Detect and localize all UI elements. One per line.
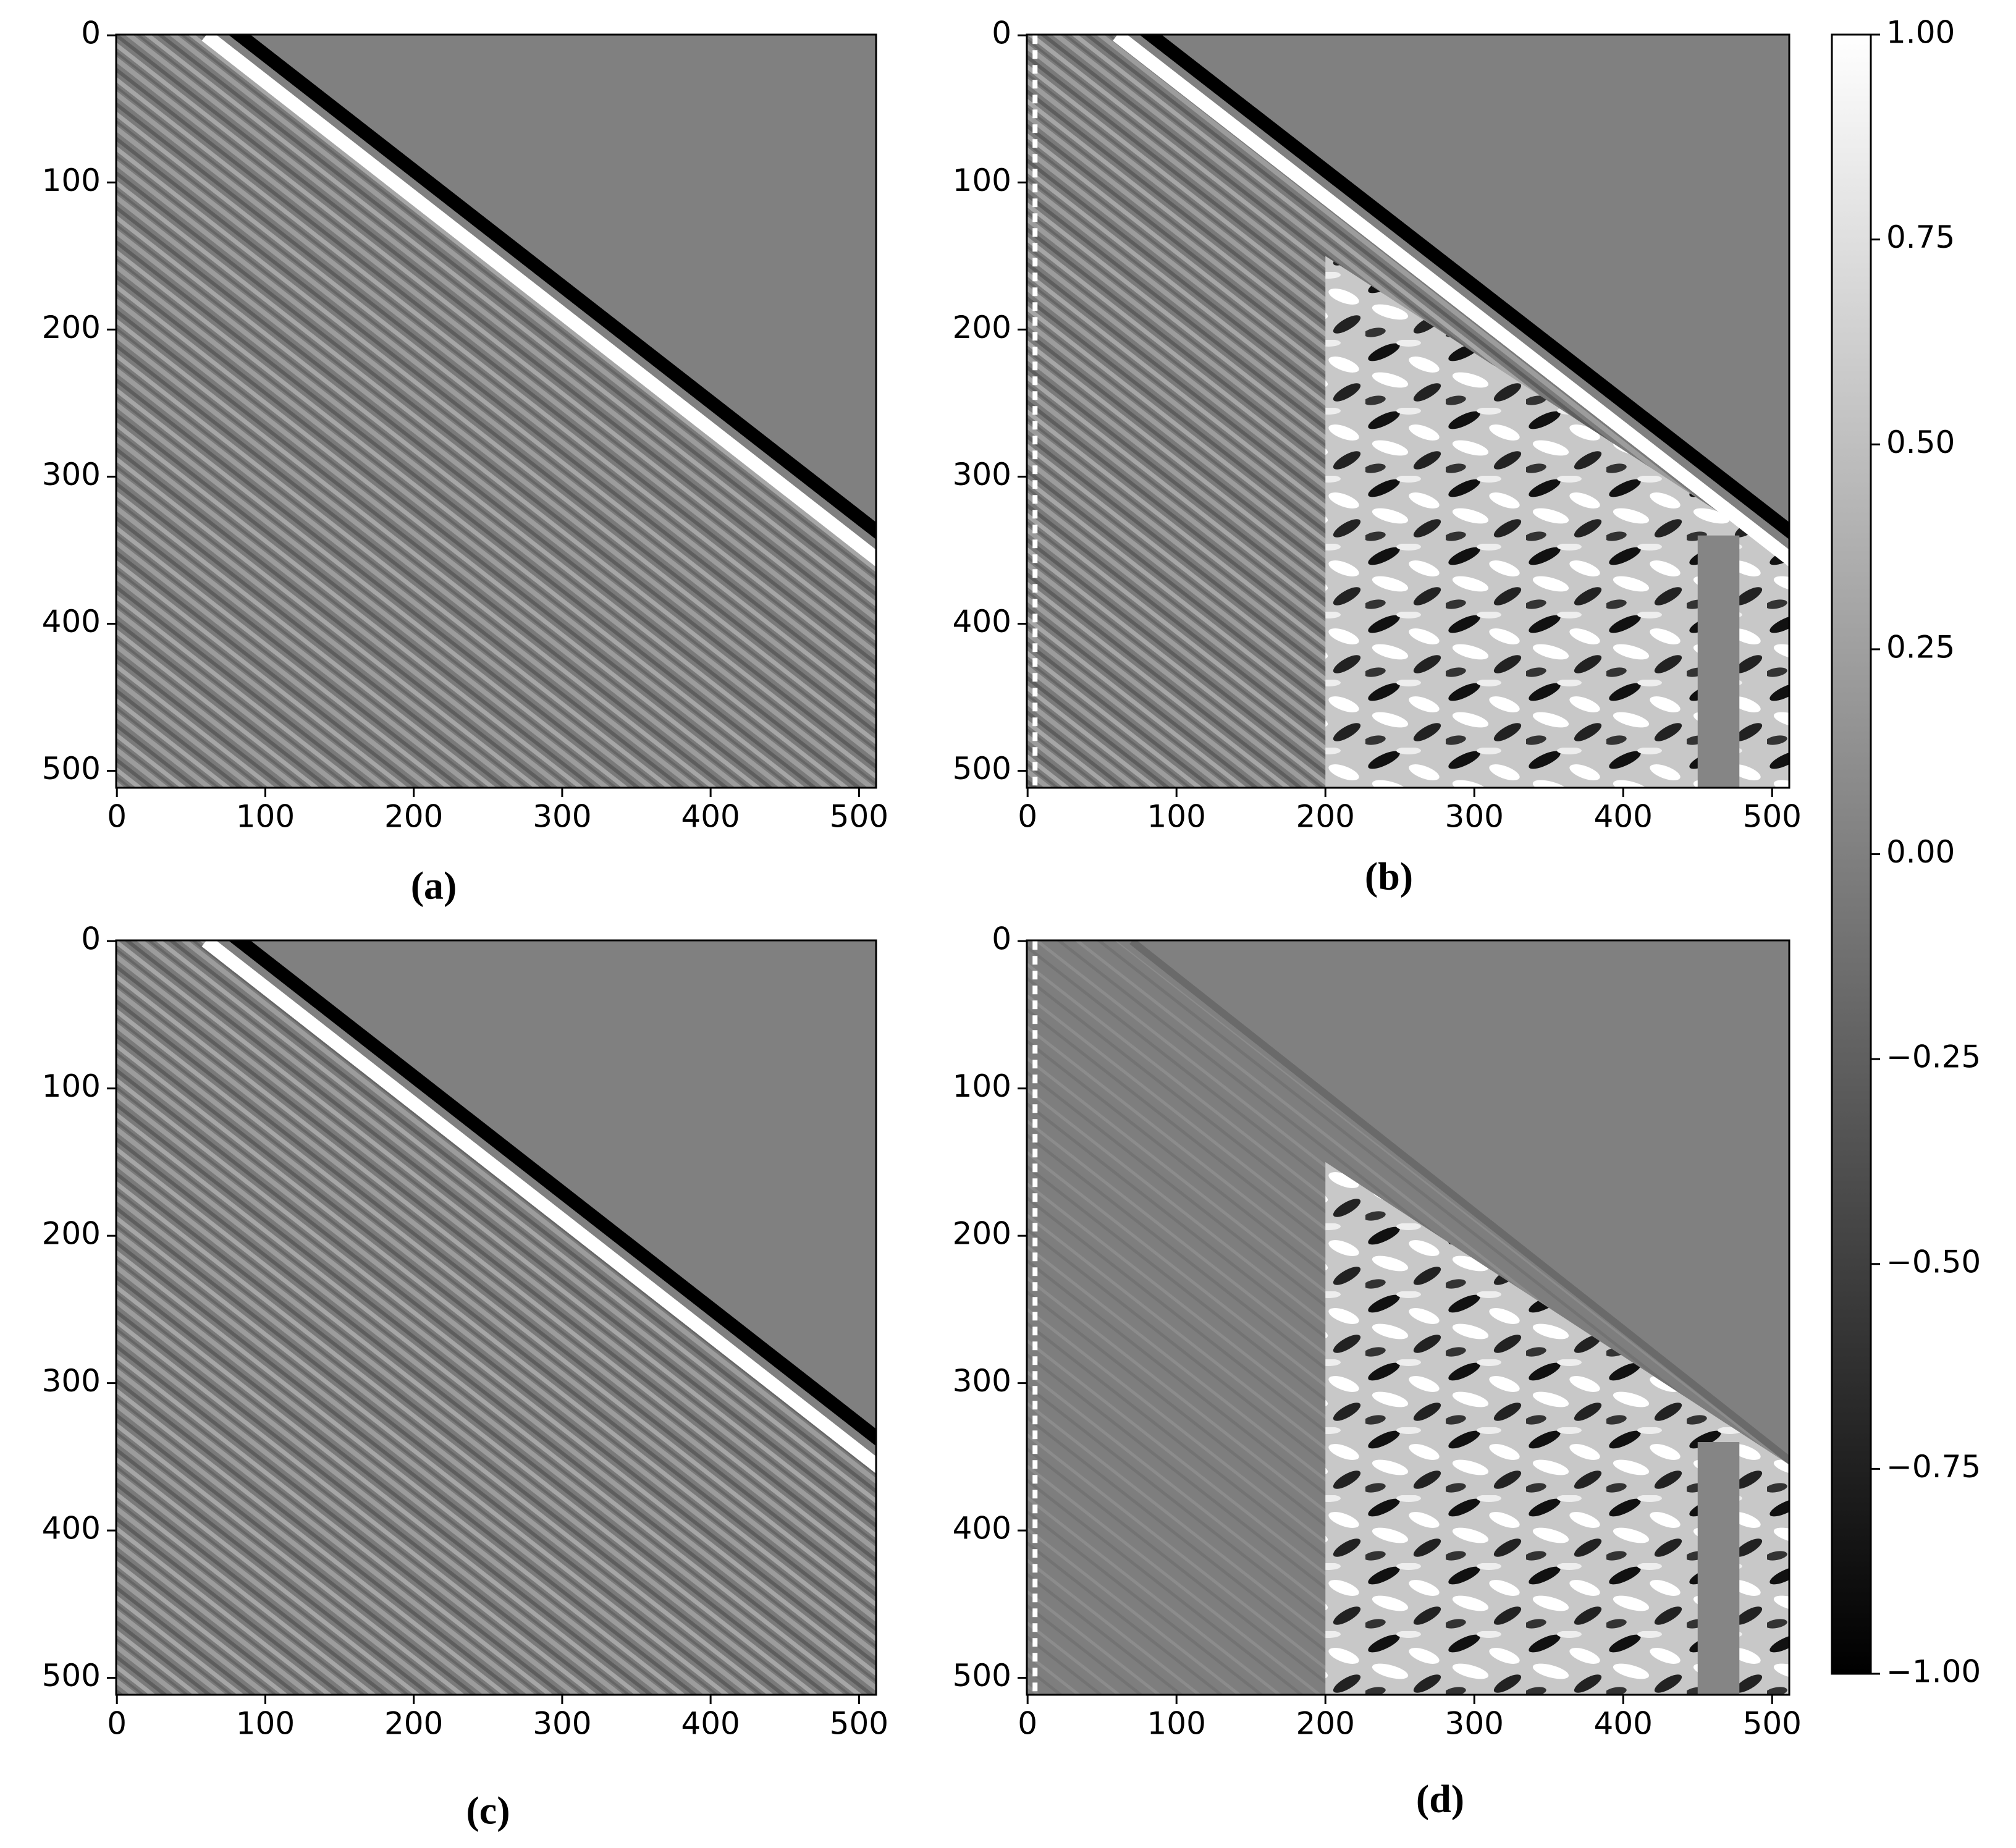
x-tick-label: 300 xyxy=(533,1706,591,1742)
caption: (c) xyxy=(466,1789,510,1833)
colorbar-tick-label: −0.25 xyxy=(1886,1039,1981,1075)
caption: (a) xyxy=(411,864,457,908)
event-black xyxy=(228,940,876,1446)
image xyxy=(116,940,876,1695)
x-tick-label: 100 xyxy=(1147,799,1206,835)
image xyxy=(1027,35,1789,788)
event-black xyxy=(1139,35,1789,540)
y-tick-label: 0 xyxy=(81,15,101,51)
image-texture xyxy=(117,941,875,1694)
image-texture xyxy=(117,35,875,787)
y-tick-label: 500 xyxy=(953,1658,1011,1694)
y-tick-label: 400 xyxy=(42,1511,101,1546)
y-tick-label: 200 xyxy=(42,310,101,345)
y-tick-label: 0 xyxy=(81,921,101,957)
x-tick-label: 300 xyxy=(1445,1706,1504,1742)
x-tick-label: 0 xyxy=(107,1706,127,1742)
colorbar xyxy=(1831,33,1872,1675)
colorbar-tick-label: 0.25 xyxy=(1886,629,1955,665)
y-tick-label: 400 xyxy=(953,1511,1011,1546)
caption: (d) xyxy=(1416,1777,1464,1821)
event-white xyxy=(201,35,876,567)
y-tick-label: 200 xyxy=(953,310,1011,345)
noise-region xyxy=(1325,1162,1789,1694)
y-tick-label: 0 xyxy=(992,921,1011,957)
y-tick-label: 400 xyxy=(42,604,101,639)
y-tick-label: 500 xyxy=(42,1658,101,1694)
y-tick-label: 200 xyxy=(42,1216,101,1252)
image xyxy=(116,35,876,788)
x-tick-label: 200 xyxy=(384,1706,443,1742)
frame xyxy=(1026,33,1790,789)
y-tick-label: 0 xyxy=(992,15,1011,51)
y-tick-label: 300 xyxy=(953,457,1011,492)
y-tick-label: 100 xyxy=(953,1068,1011,1104)
gap xyxy=(1697,1442,1740,1694)
gap xyxy=(1697,535,1740,787)
colorbar-tick-label: −0.75 xyxy=(1886,1449,1981,1485)
x-tick-label: 200 xyxy=(1296,1706,1355,1742)
x-tick-label: 400 xyxy=(1594,799,1653,835)
x-tick-label: 200 xyxy=(384,799,443,835)
y-tick-label: 100 xyxy=(42,1068,101,1104)
x-tick-label: 400 xyxy=(1594,1706,1653,1742)
y-tick-label: 400 xyxy=(953,604,1011,639)
x-tick-label: 400 xyxy=(681,799,740,835)
colorbar-tick-label: 0.75 xyxy=(1886,219,1955,255)
x-tick-label: 500 xyxy=(1743,1706,1802,1742)
event-faint xyxy=(1129,940,1789,1465)
colorbar-tick-label: −1.00 xyxy=(1886,1654,1981,1690)
event-white xyxy=(1113,35,1789,567)
x-tick-label: 100 xyxy=(236,1706,295,1742)
image xyxy=(1027,940,1789,1695)
y-tick-label: 100 xyxy=(42,162,101,198)
y-tick-label: 300 xyxy=(42,1363,101,1399)
colorbar-tick-label: 0.50 xyxy=(1886,424,1955,460)
caption: (b) xyxy=(1365,854,1413,898)
y-tick-label: 500 xyxy=(42,751,101,787)
colorbar-tick-label: 1.00 xyxy=(1886,15,1955,51)
x-tick-label: 400 xyxy=(681,1706,740,1742)
frame xyxy=(115,33,877,789)
y-tick-label: 300 xyxy=(42,457,101,492)
y-tick-label: 300 xyxy=(953,1363,1011,1399)
frame xyxy=(1026,939,1790,1696)
noise-region xyxy=(1325,256,1789,787)
x-tick-label: 200 xyxy=(1296,799,1355,835)
colorbar-tick-label: 0.00 xyxy=(1886,834,1955,870)
x-tick-label: 0 xyxy=(1018,1706,1037,1742)
colorbar-tick-label: −0.50 xyxy=(1886,1244,1981,1280)
x-tick-label: 500 xyxy=(1743,799,1802,835)
x-tick-label: 100 xyxy=(236,799,295,835)
frame xyxy=(115,939,877,1696)
y-tick-label: 200 xyxy=(953,1216,1011,1252)
y-tick-label: 500 xyxy=(953,751,1011,787)
y-tick-label: 100 xyxy=(953,162,1011,198)
x-tick-label: 300 xyxy=(1445,799,1504,835)
x-tick-label: 500 xyxy=(830,1706,888,1742)
x-tick-label: 0 xyxy=(107,799,127,835)
event-white xyxy=(201,940,876,1474)
x-tick-label: 500 xyxy=(830,799,888,835)
x-tick-label: 100 xyxy=(1147,1706,1206,1742)
event-black xyxy=(228,35,876,540)
x-tick-label: 300 xyxy=(533,799,591,835)
x-tick-label: 0 xyxy=(1018,799,1037,835)
